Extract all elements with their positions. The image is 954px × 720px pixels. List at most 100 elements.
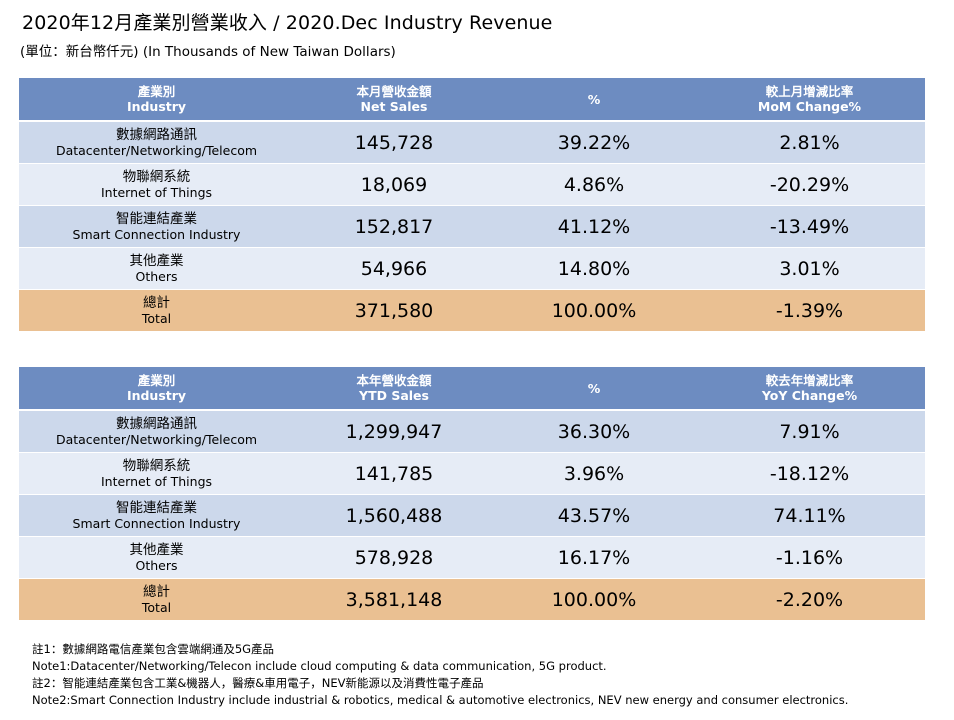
percent-cell: 39.22% — [494, 121, 694, 164]
industry-cell: 智能連結產業 Smart Connection Industry — [19, 494, 294, 537]
industry-name-zh: 其他產業 — [129, 541, 184, 558]
table-header-row: 產業別 Industry 本年營收金額 YTD Sales % 較去年增減比率 … — [19, 367, 925, 411]
header-zh: 較去年增減比率 — [765, 373, 854, 388]
table-row: 數據網路通訊 Datacenter/Networking/Telecom 1,2… — [19, 410, 925, 453]
percent-cell: 14.80% — [494, 247, 694, 290]
footnotes: 註1：數據網路電信產業包含雲端網通及5G產品 Note1:Datacenter/… — [32, 641, 848, 709]
header-zh: 本年營收金額 — [356, 373, 432, 388]
percent-cell: 4.86% — [494, 163, 694, 206]
footnote-1-en: Note1:Datacenter/Networking/Telecon incl… — [32, 659, 607, 673]
footnote-1-zh: 註1：數據網路電信產業包含雲端網通及5G產品 — [32, 642, 275, 656]
change-cell: 74.11% — [694, 494, 925, 537]
industry-name-en: Internet of Things — [100, 184, 213, 200]
industry-name-zh: 數據網路通訊 — [116, 126, 197, 143]
percent-cell: 36.30% — [494, 410, 694, 453]
industry-name-en: Datacenter/Networking/Telecom — [55, 431, 258, 447]
industry-name-zh: 其他產業 — [129, 252, 184, 269]
industry-cell: 數據網路通訊 Datacenter/Networking/Telecom — [19, 121, 294, 164]
percent-cell: 100.00% — [494, 289, 694, 332]
sales-cell: 54,966 — [294, 247, 494, 290]
industry-name-en: Smart Connection Industry — [72, 226, 241, 242]
percent-cell: 100.00% — [494, 578, 694, 621]
industry-name-zh: 數據網路通訊 — [116, 415, 197, 432]
sales-cell: 3,581,148 — [294, 578, 494, 621]
change-cell: 2.81% — [694, 121, 925, 164]
industry-name-zh: 智能連結產業 — [116, 210, 197, 227]
industry-name-zh: 物聯網系統 — [122, 168, 191, 185]
change-cell: -2.20% — [694, 578, 925, 621]
header-zh: % — [587, 91, 601, 107]
sales-cell: 578,928 — [294, 536, 494, 579]
industry-name-en: Total — [141, 310, 172, 326]
industry-name-zh: 總計 — [143, 294, 170, 311]
industry-cell: 總計 Total — [19, 289, 294, 332]
industry-cell: 其他產業 Others — [19, 536, 294, 579]
sales-cell: 371,580 — [294, 289, 494, 332]
industry-name-zh: 物聯網系統 — [122, 457, 191, 474]
table-header-row: 產業別 Industry 本月營收金額 Net Sales % 較上月增減比率 … — [19, 78, 925, 122]
header-zh: % — [587, 380, 601, 396]
header-zh: 產業別 — [137, 84, 176, 99]
sales-cell: 1,560,488 — [294, 494, 494, 537]
footnote-2-zh: 註2：智能連結產業包含工業&機器人，醫療&車用電子，NEV新能源以及消費性電子產… — [32, 676, 484, 690]
sales-cell: 152,817 — [294, 205, 494, 248]
table-row: 物聯網系統 Internet of Things 18,069 4.86% -2… — [19, 163, 925, 206]
page-title: 2020年12月產業別營業收入 / 2020.Dec Industry Reve… — [22, 12, 553, 34]
industry-name-en: Total — [141, 599, 172, 615]
header-mom-change: 較上月增減比率 MoM Change% — [694, 78, 925, 122]
industry-cell: 其他產業 Others — [19, 247, 294, 290]
industry-cell: 總計 Total — [19, 578, 294, 621]
sales-cell: 141,785 — [294, 452, 494, 495]
industry-name-en: Smart Connection Industry — [72, 515, 241, 531]
header-en: Industry — [126, 99, 187, 114]
footnote-2-en: Note2:Smart Connection Industry include … — [32, 693, 849, 707]
industry-name-en: Datacenter/Networking/Telecom — [55, 142, 258, 158]
header-en: MoM Change% — [757, 99, 862, 114]
total-row: 總計 Total 3,581,148 100.00% -2.20% — [19, 578, 925, 621]
unit-subtitle: (單位：新台幣仟元) (In Thousands of New Taiwan D… — [20, 44, 396, 60]
industry-name-en: Internet of Things — [100, 473, 213, 489]
sales-cell: 18,069 — [294, 163, 494, 206]
table-row: 智能連結產業 Smart Connection Industry 152,817… — [19, 205, 925, 248]
header-en: YoY Change% — [761, 388, 858, 403]
change-cell: 3.01% — [694, 247, 925, 290]
header-yoy-change: 較去年增減比率 YoY Change% — [694, 367, 925, 411]
header-industry: 產業別 Industry — [19, 367, 294, 411]
table-row: 數據網路通訊 Datacenter/Networking/Telecom 145… — [19, 121, 925, 164]
annual-revenue-table: 產業別 Industry 本年營收金額 YTD Sales % 較去年增減比率 … — [19, 367, 925, 621]
header-en: Industry — [126, 388, 187, 403]
header-zh: 本月營收金額 — [356, 84, 432, 99]
monthly-revenue-table: 產業別 Industry 本月營收金額 Net Sales % 較上月增減比率 … — [19, 78, 925, 332]
industry-name-zh: 智能連結產業 — [116, 499, 197, 516]
percent-cell: 43.57% — [494, 494, 694, 537]
industry-cell: 物聯網系統 Internet of Things — [19, 163, 294, 206]
table-row: 智能連結產業 Smart Connection Industry 1,560,4… — [19, 494, 925, 537]
sales-cell: 145,728 — [294, 121, 494, 164]
industry-cell: 物聯網系統 Internet of Things — [19, 452, 294, 495]
industry-cell: 數據網路通訊 Datacenter/Networking/Telecom — [19, 410, 294, 453]
header-percent: % — [494, 367, 694, 411]
percent-cell: 41.12% — [494, 205, 694, 248]
change-cell: -20.29% — [694, 163, 925, 206]
industry-name-zh: 總計 — [143, 583, 170, 600]
table-row: 其他產業 Others 54,966 14.80% 3.01% — [19, 247, 925, 290]
industry-name-en: Others — [135, 268, 178, 284]
header-zh: 產業別 — [137, 373, 176, 388]
change-cell: 7.91% — [694, 410, 925, 453]
header-industry: 產業別 Industry — [19, 78, 294, 122]
industry-cell: 智能連結產業 Smart Connection Industry — [19, 205, 294, 248]
header-net-sales: 本月營收金額 Net Sales — [294, 78, 494, 122]
percent-cell: 3.96% — [494, 452, 694, 495]
sales-cell: 1,299,947 — [294, 410, 494, 453]
change-cell: -18.12% — [694, 452, 925, 495]
industry-name-en: Others — [135, 557, 178, 573]
change-cell: -1.39% — [694, 289, 925, 332]
table-row: 物聯網系統 Internet of Things 141,785 3.96% -… — [19, 452, 925, 495]
change-cell: -1.16% — [694, 536, 925, 579]
header-ytd-sales: 本年營收金額 YTD Sales — [294, 367, 494, 411]
table-row: 其他產業 Others 578,928 16.17% -1.16% — [19, 536, 925, 579]
header-en: YTD Sales — [359, 388, 429, 403]
change-cell: -13.49% — [694, 205, 925, 248]
total-row: 總計 Total 371,580 100.00% -1.39% — [19, 289, 925, 332]
header-zh: 較上月增減比率 — [765, 84, 854, 99]
